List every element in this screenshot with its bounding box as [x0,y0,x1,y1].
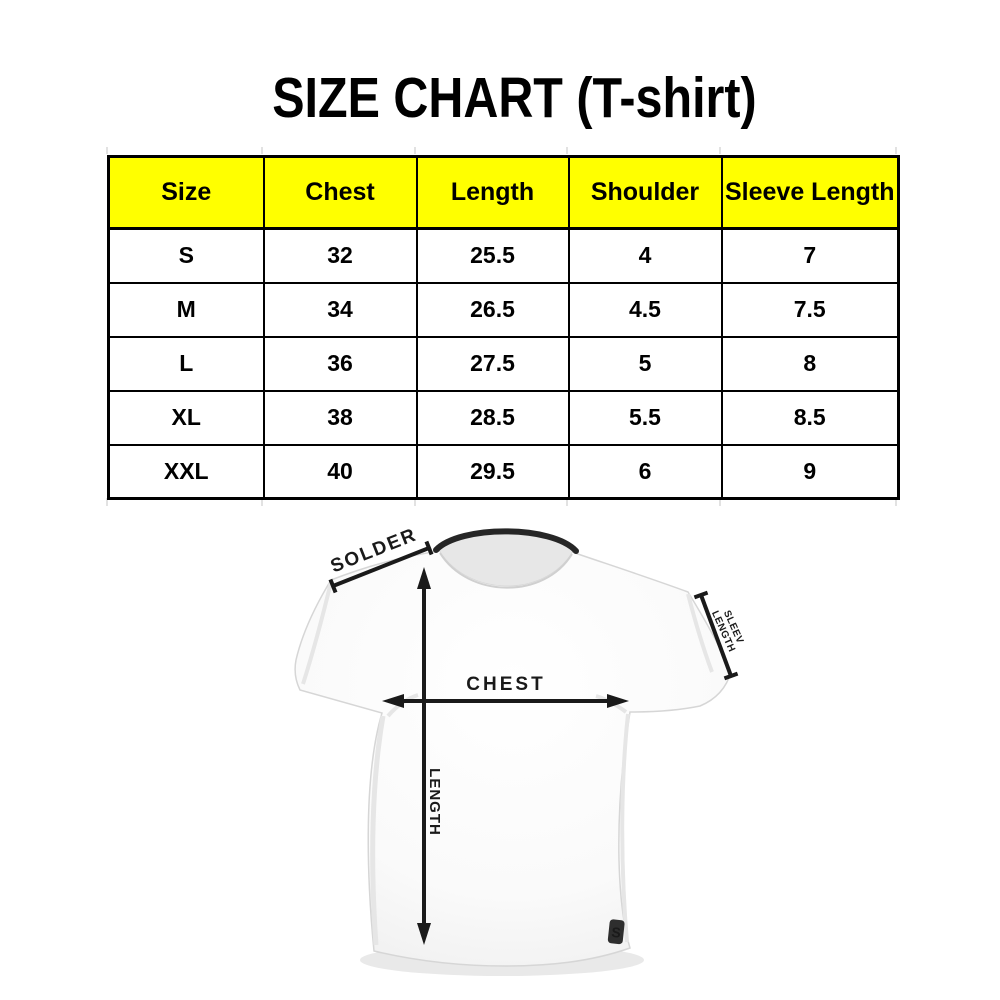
neck-opening [440,533,572,586]
table-cell: 6 [567,443,723,500]
column-header-size: Size [107,155,265,230]
brand-tag-letter: S [611,924,622,941]
table-cell: 40 [262,443,418,500]
chest-label: CHEST [466,674,545,695]
table-cell: 32 [262,227,418,284]
table-cell: 8.5 [720,389,900,446]
neckline-seam [439,552,573,589]
table-cell: XL [107,389,265,446]
tshirt-measurement-diagram: SOLDER LENGTH CHEST SLEEV LENGTH S [294,524,745,976]
table-cell: 34 [262,281,418,338]
table-cell: 5 [567,335,723,392]
table-cell: XXL [107,443,265,500]
table-row-m: M 34 26.5 4.5 7.5 [107,281,900,338]
column-header-sleeve-length: Sleeve Length [720,155,900,230]
column-header-shoulder: Shoulder [567,155,723,230]
table-cell: 25.5 [415,227,570,284]
length-label: LENGTH [426,768,443,836]
table-cell: 29.5 [415,443,570,500]
table-row-s: S 32 25.5 4 7 [107,227,900,284]
table-row-xl: XL 38 28.5 5.5 8.5 [107,389,900,446]
table-cell: 5.5 [567,389,723,446]
brand-tag: S [607,919,625,945]
table-cell: 7.5 [720,281,900,338]
collar [433,528,579,554]
table-cell: S [107,227,265,284]
table-cell: 28.5 [415,389,570,446]
tshirt-shape [294,550,732,967]
shoulder-dimension-line [328,540,434,594]
table-cell: 7 [720,227,900,284]
table-row-xxl: XXL 40 29.5 6 9 [107,443,900,500]
table-cell: 36 [262,335,418,392]
size-table: Size Chest Length Shoulder Sleeve Length… [107,155,900,500]
table-cell: 38 [262,389,418,446]
chest-arrow [382,694,629,708]
table-cell: 4.5 [567,281,723,338]
table-cell: L [107,335,265,392]
table-cell: 27.5 [415,335,570,392]
length-arrow [417,567,431,945]
sleeve-dimension-line [693,590,739,681]
table-cell: 9 [720,443,900,500]
table-cell: M [107,281,265,338]
table-cell: 4 [567,227,723,284]
table-cell: 8 [720,335,900,392]
column-header-chest: Chest [262,155,418,230]
page-title: SIZE CHART (T-shirt) [272,66,757,130]
table-row-l: L 36 27.5 5 8 [107,335,900,392]
header-row: Size Chest Length Shoulder Sleeve Length [107,155,900,230]
table-cell: 26.5 [415,281,570,338]
column-header-length: Length [415,155,570,230]
